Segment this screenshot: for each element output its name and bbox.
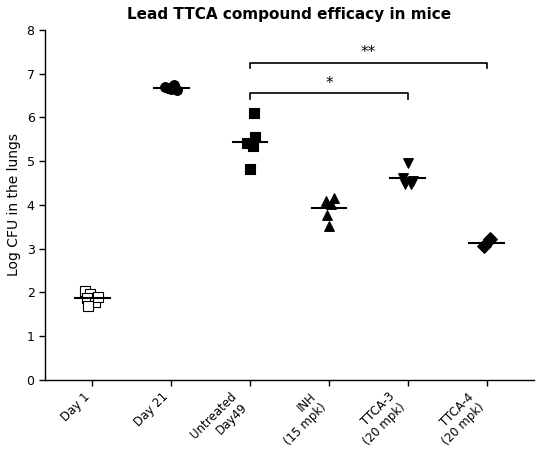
Point — [164, 84, 173, 92]
Point — [167, 85, 175, 93]
Point — [84, 302, 93, 310]
Point — [85, 290, 94, 297]
Point — [399, 174, 407, 181]
Point — [250, 134, 259, 141]
Point — [173, 87, 182, 94]
Text: *: * — [325, 76, 333, 91]
Point — [94, 293, 102, 300]
Text: **: ** — [361, 45, 376, 60]
Point — [322, 211, 331, 218]
Point — [242, 139, 251, 146]
Point — [485, 235, 494, 243]
Point — [81, 288, 89, 295]
Point — [161, 83, 169, 90]
Point — [321, 197, 330, 204]
Title: Lead TTCA compound efficacy in mice: Lead TTCA compound efficacy in mice — [128, 7, 452, 22]
Point — [249, 142, 258, 150]
Point — [404, 160, 412, 167]
Point — [170, 81, 179, 89]
Point — [400, 181, 409, 188]
Point — [325, 222, 333, 230]
Point — [249, 109, 258, 117]
Point — [479, 243, 488, 250]
Point — [329, 195, 338, 202]
Y-axis label: Log CFU in the lungs: Log CFU in the lungs — [7, 134, 21, 276]
Point — [327, 201, 335, 208]
Point — [90, 298, 99, 306]
Point — [408, 177, 417, 185]
Point — [82, 294, 91, 301]
Point — [246, 165, 254, 173]
Point — [407, 181, 415, 188]
